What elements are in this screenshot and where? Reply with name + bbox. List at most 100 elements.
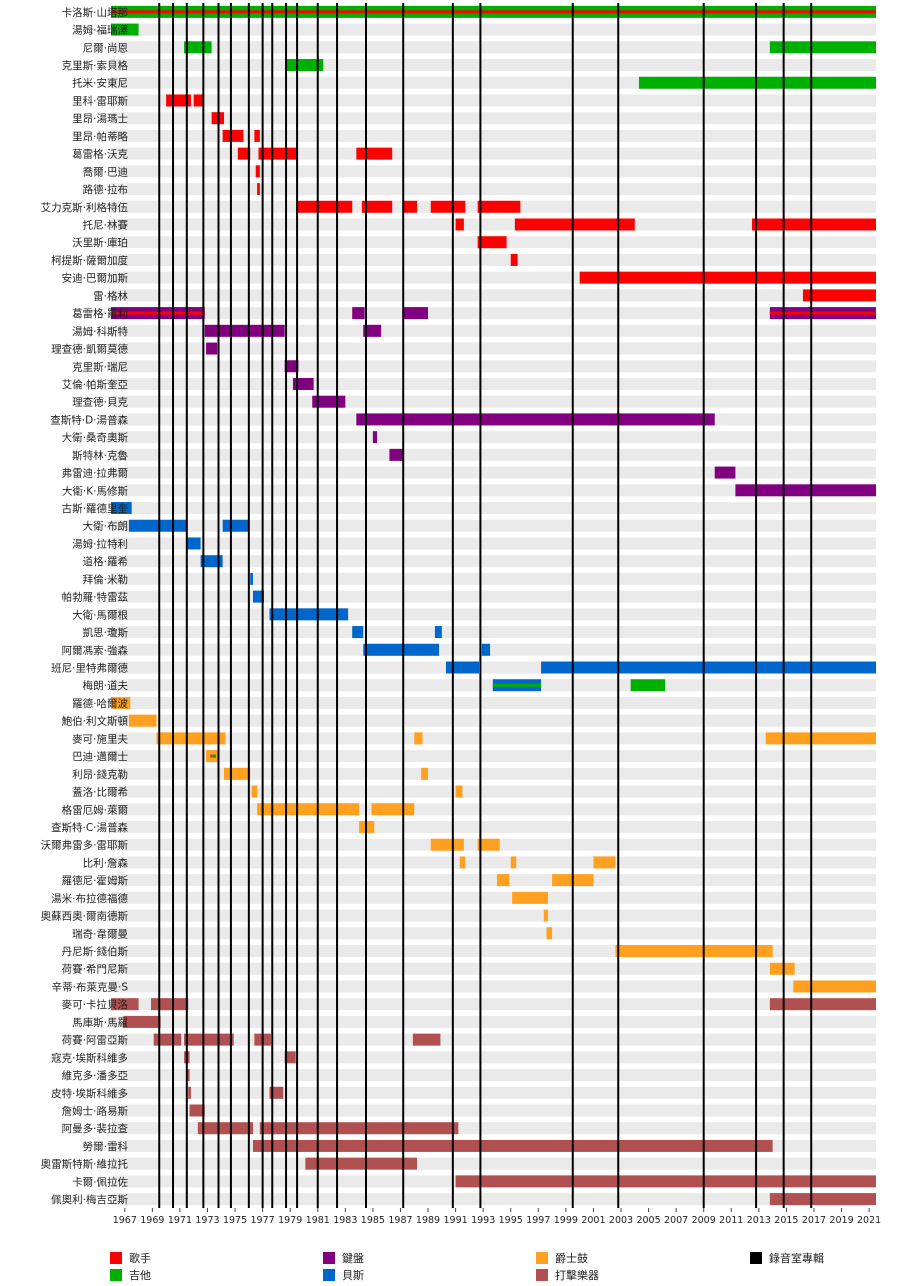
legend-label-keyboards: 鍵盤 [342,1251,364,1265]
x-tick-label: 2005 [636,1215,660,1226]
membership-bar-vocals [297,200,353,213]
legend-label-horns: 爵士鼓 [555,1251,588,1265]
x-tick-label: 1991 [444,1215,468,1226]
row-background [111,537,876,550]
member-label: 大衛·K·馬修斯 [62,484,129,497]
membership-bar-percussion [455,1175,876,1188]
member-label: 雷·格林 [93,289,128,302]
membership-bar-keyboards [372,431,378,444]
row-background [111,1157,876,1170]
member-label: 梅朗·道夫 [83,679,129,692]
x-tick-label: 2021 [857,1215,881,1226]
membership-bar-vocals [802,289,876,302]
row-background [111,342,876,355]
x-tick-label: 1977 [251,1215,275,1226]
member-label: 斯特林·克魯 [72,449,128,462]
membership-bar-vocals [579,271,876,284]
legend-swatch-guitar [110,1269,122,1281]
row-background [111,590,876,603]
member-label: 弗雷迪·拉弗爾 [62,467,129,480]
membership-bar-vocals [193,94,204,107]
row-background [111,484,876,497]
member-label: 里科·雷耶斯 [72,94,128,107]
x-tick-label: 2013 [747,1215,771,1226]
membership-bar-percussion [186,1069,190,1082]
row-background [111,820,876,833]
secondary-role-stripe-vocals [111,311,205,315]
member-label: 喬爾·巴迪 [83,165,129,178]
member-label: 克里斯·瑞尼 [72,360,128,373]
member-label: 羅德尼·霍姆斯 [62,874,129,887]
membership-bar-horns [510,856,517,869]
row-background [111,395,876,408]
membership-bar-bass [434,626,442,639]
membership-bar-guitar [769,41,876,54]
membership-bar-vocals [258,147,298,160]
member-label: 沃里斯·庫珀 [72,236,128,249]
x-tick-label: 1999 [554,1215,578,1226]
member-label: 麥可·施里夫 [72,732,128,745]
member-label: 沃爾弗雷多·雷耶斯 [41,839,129,852]
membership-bar-vocals [514,218,635,231]
x-tick-label: 2003 [609,1215,633,1226]
membership-bar-keyboards [292,377,314,390]
member-label: 羅德·哈爾波 [72,697,128,710]
row-background [111,803,876,816]
membership-bar-vocals [257,183,260,196]
secondary-role-stripe-guitar [492,683,542,687]
x-tick-label: 1967 [113,1215,137,1226]
row-background [111,129,876,142]
secondary-role-stripe-vocals [769,311,876,315]
row-background [111,572,876,585]
member-label: 里昂·湯瑪士 [72,112,128,125]
membership-bar-horns [793,980,876,993]
member-label: 鮑伯·利文斯頓 [62,715,129,728]
member-label: 阿曼多·裴拉查 [62,1122,129,1135]
x-tick-label: 1981 [306,1215,330,1226]
legend-swatch-horns [536,1252,548,1264]
member-label: 詹姆士·路易斯 [62,1105,129,1118]
x-tick-label: 2015 [774,1215,798,1226]
row-background [111,41,876,54]
row-background [111,608,876,621]
member-label: 安迪·巴爾加斯 [62,272,129,285]
membership-bar-keyboards [403,307,429,320]
membership-bar-percussion [252,1139,773,1152]
membership-bar-horns [414,732,423,745]
membership-bar-percussion [769,998,876,1011]
membership-bar-horns [477,838,500,851]
row-background [111,1086,876,1099]
membership-bar-vocals [222,129,244,142]
member-label: 查斯特·D·湯普森 [50,413,128,426]
row-background [111,891,876,904]
x-tick-label: 1975 [223,1215,247,1226]
membership-bar-horns [512,891,548,904]
membership-bar-bass [128,519,187,532]
membership-bar-guitar [111,23,139,36]
row-background [111,643,876,656]
x-tick-label: 1997 [526,1215,550,1226]
x-tick-label: 2017 [802,1215,826,1226]
member-label: 帕勃羅·特雷茲 [62,591,129,604]
membership-bar-bass [111,502,132,515]
row-background [111,750,876,763]
member-label: 蓋洛·比爾希 [72,786,128,799]
row-background [111,448,876,461]
x-tick-label: 1987 [388,1215,412,1226]
row-backgrounds [111,5,876,1206]
member-label: 托尼·林賽 [83,219,129,232]
membership-bar-bass [269,608,349,621]
member-label: 卡洛斯·山塔那 [62,6,128,19]
legend-swatch-keyboards [323,1252,335,1264]
membership-bar-bass [222,519,249,532]
x-tick-label: 1985 [361,1215,385,1226]
membership-bar-percussion [111,998,139,1011]
member-label: 格雷厄姆·萊爾 [62,803,129,816]
membership-bar-bass [363,643,440,656]
membership-bar-vocals [254,129,260,142]
membership-bar-vocals [361,200,393,213]
membership-bar-percussion [150,998,189,1011]
membership-bar-percussion [412,1033,441,1046]
member-label: 柯提斯·薩爾加度 [51,254,128,267]
